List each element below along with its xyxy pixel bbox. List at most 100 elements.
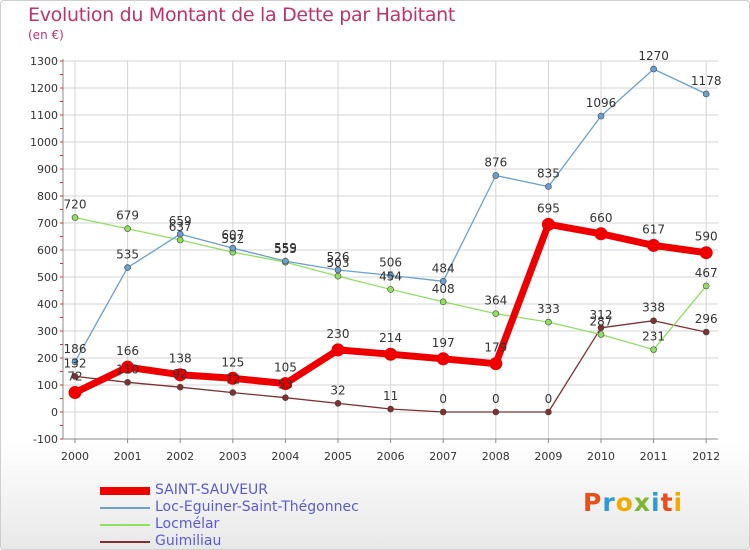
data-label: 695 bbox=[537, 201, 560, 215]
data-label: 110 bbox=[116, 362, 139, 376]
data-point bbox=[282, 257, 289, 265]
data-point bbox=[334, 400, 342, 407]
legend-swatch bbox=[100, 507, 150, 509]
logo-letter: i bbox=[673, 488, 684, 517]
data-point bbox=[387, 272, 394, 279]
chart-title: Evolution du Montant de la Dette par Hab… bbox=[28, 4, 456, 26]
y-tick-label: 800 bbox=[37, 190, 58, 203]
data-point bbox=[489, 357, 503, 371]
y-tick-label: 900 bbox=[37, 163, 58, 176]
data-label: 1178 bbox=[691, 74, 722, 88]
data-label: 230 bbox=[327, 327, 350, 341]
data-label: 835 bbox=[537, 167, 560, 181]
x-tick-label: 2003 bbox=[219, 450, 247, 463]
data-label: 197 bbox=[432, 336, 455, 350]
legend-label: Locmélar bbox=[155, 516, 220, 532]
y-tick-label: 1100 bbox=[30, 109, 58, 122]
proxiti-logo: Proxiti bbox=[583, 488, 683, 517]
data-point bbox=[334, 266, 342, 274]
data-point bbox=[647, 238, 661, 252]
legend-label: Loc-Eguiner-Saint-Thégonnec bbox=[155, 499, 359, 515]
data-label: 105 bbox=[274, 361, 297, 375]
data-point bbox=[702, 282, 710, 290]
x-tick-label: 2007 bbox=[429, 450, 457, 463]
logo-letter: P bbox=[583, 488, 603, 517]
data-label: 0 bbox=[492, 392, 500, 406]
data-point bbox=[226, 371, 240, 385]
data-point bbox=[492, 310, 500, 318]
data-point bbox=[492, 408, 500, 416]
y-tick-label: 500 bbox=[37, 271, 58, 284]
data-point bbox=[173, 368, 187, 382]
chart-unit-subtitle: (en €) bbox=[28, 28, 64, 42]
data-point bbox=[71, 373, 79, 380]
legend-swatch bbox=[100, 541, 150, 543]
data-point bbox=[650, 346, 657, 353]
x-tick-label: 2004 bbox=[271, 450, 299, 463]
data-point bbox=[334, 272, 342, 280]
data-point bbox=[124, 264, 131, 271]
data-label: 1270 bbox=[638, 49, 669, 63]
data-point bbox=[439, 278, 447, 285]
data-label: 132 bbox=[64, 356, 87, 370]
data-point bbox=[71, 214, 79, 221]
data-point bbox=[436, 352, 450, 366]
legend-swatch bbox=[100, 487, 150, 495]
data-point bbox=[71, 358, 79, 366]
data-point bbox=[124, 378, 131, 386]
logo-letter: r bbox=[602, 488, 616, 517]
data-point bbox=[68, 386, 82, 400]
data-point bbox=[439, 298, 447, 306]
data-point bbox=[492, 172, 500, 179]
data-point bbox=[545, 408, 552, 416]
y-tick-label: 0 bbox=[51, 406, 58, 419]
data-label: 186 bbox=[64, 342, 87, 356]
data-label: 660 bbox=[590, 211, 613, 225]
data-label: 876 bbox=[484, 155, 507, 169]
data-label: 607 bbox=[221, 228, 244, 242]
data-point bbox=[439, 408, 447, 416]
data-point bbox=[176, 383, 184, 391]
data-point bbox=[387, 405, 394, 413]
data-label: 659 bbox=[169, 214, 192, 228]
y-tick-label: 200 bbox=[37, 352, 58, 365]
logo-letter: x bbox=[633, 488, 651, 517]
data-label: 338 bbox=[642, 301, 665, 315]
data-label: 506 bbox=[379, 255, 402, 269]
x-tick-label: 2012 bbox=[692, 450, 720, 463]
data-label: 214 bbox=[379, 331, 402, 345]
y-tick-label: 600 bbox=[37, 244, 58, 257]
data-label: 32 bbox=[330, 383, 345, 397]
x-tick-label: 2010 bbox=[587, 450, 615, 463]
data-label: 231 bbox=[642, 330, 665, 344]
data-label: 166 bbox=[116, 344, 139, 358]
legend-label: SAINT-SAUVEUR bbox=[155, 482, 269, 498]
data-point bbox=[650, 65, 657, 73]
data-label: 287 bbox=[590, 315, 613, 329]
data-point bbox=[545, 183, 552, 190]
y-tick-label: 100 bbox=[37, 379, 58, 392]
data-point bbox=[699, 246, 713, 260]
x-tick-label: 2001 bbox=[114, 450, 142, 463]
logo-letter: o bbox=[615, 488, 634, 517]
data-label: 312 bbox=[590, 308, 613, 322]
data-point bbox=[702, 328, 710, 336]
data-point bbox=[597, 331, 605, 338]
data-label: 526 bbox=[327, 250, 350, 264]
data-point bbox=[597, 324, 605, 332]
logo-letter: i bbox=[651, 488, 661, 517]
data-label: 0 bbox=[545, 392, 553, 406]
data-label: 296 bbox=[695, 312, 718, 326]
x-tick-label: 2005 bbox=[324, 450, 352, 463]
data-point bbox=[282, 394, 289, 401]
data-point bbox=[702, 90, 710, 98]
data-point bbox=[597, 112, 605, 120]
x-tick-label: 2000 bbox=[61, 450, 89, 463]
data-label: 1096 bbox=[586, 96, 617, 110]
data-label: 592 bbox=[221, 232, 244, 246]
data-label: 72 bbox=[225, 373, 240, 387]
legend-label: Guimiliau bbox=[155, 533, 222, 549]
data-label: 590 bbox=[695, 230, 718, 244]
